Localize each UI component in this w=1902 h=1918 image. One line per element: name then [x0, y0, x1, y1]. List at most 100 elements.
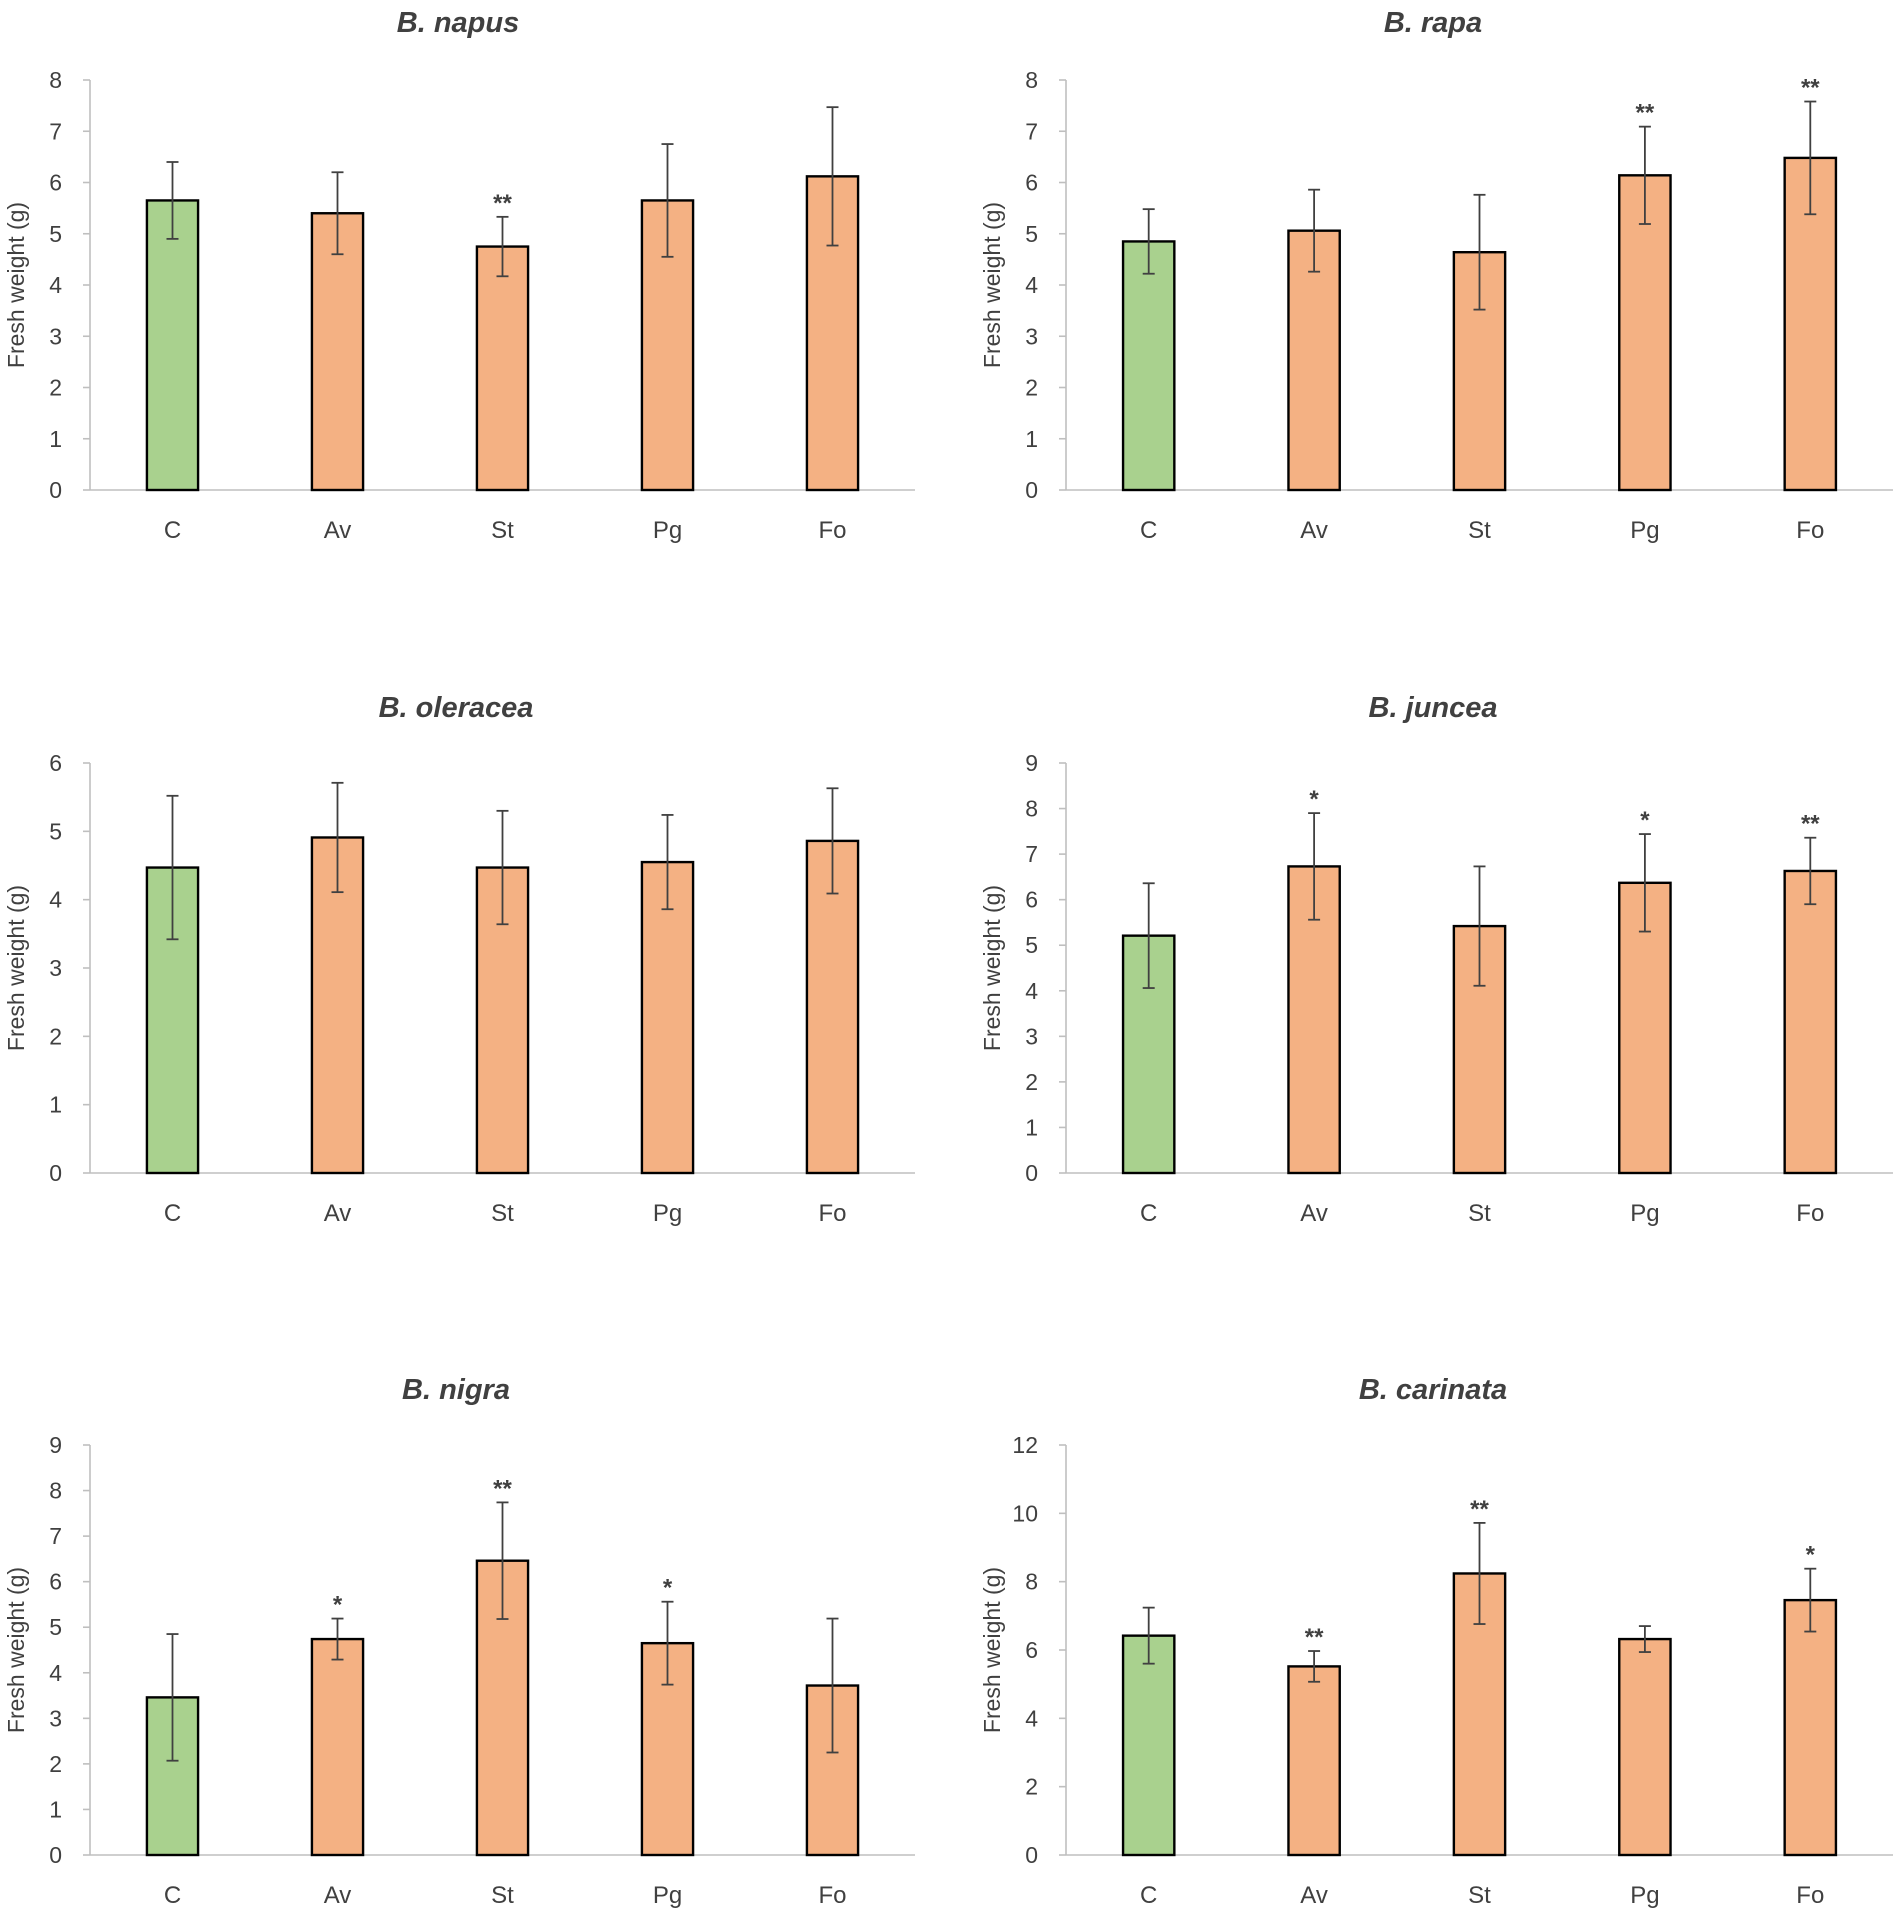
y-tick-label: 8	[1025, 67, 1038, 93]
y-tick-label: 7	[49, 1523, 62, 1549]
x-category-label: Fo	[818, 517, 846, 544]
y-tick-label: 2	[49, 375, 62, 401]
y-tick-label: 1	[49, 426, 62, 452]
y-tick-label: 1	[1025, 426, 1038, 452]
y-tick-label: 0	[1025, 1842, 1038, 1868]
significance-marker: *	[1309, 786, 1319, 813]
significance-marker: *	[663, 1575, 673, 1602]
y-tick-label: 5	[49, 818, 62, 844]
y-tick-label: 5	[1025, 932, 1038, 958]
significance-marker: **	[493, 190, 512, 217]
chart-title: B. oleracea	[379, 692, 534, 724]
x-category-label: C	[164, 1882, 181, 1909]
y-tick-label: 1	[1025, 1114, 1038, 1140]
bar-C	[145, 866, 200, 1175]
x-category-label: C	[1140, 1200, 1157, 1227]
y-tick-label: 3	[49, 955, 62, 981]
x-category-label: St	[1468, 1200, 1491, 1227]
x-category-label: C	[1140, 1882, 1157, 1909]
x-category-label: Pg	[1630, 517, 1659, 544]
y-tick-label: 4	[49, 887, 62, 913]
y-tick-label: 2	[1025, 1069, 1038, 1095]
x-category-label: Av	[1300, 1882, 1328, 1909]
x-category-label: Fo	[1796, 1200, 1824, 1227]
y-tick-label: 1	[49, 1796, 62, 1822]
x-category-label: C	[164, 517, 181, 544]
y-tick-label: 4	[1025, 978, 1038, 1004]
y-axis-title: Fresh weight (g)	[3, 885, 29, 1051]
y-tick-label: 2	[49, 1751, 62, 1777]
x-category-label: Av	[1300, 517, 1328, 544]
bar-C	[1121, 1634, 1176, 1857]
x-category-label: Av	[324, 1882, 352, 1909]
bar-Av	[310, 212, 365, 492]
y-tick-label: 10	[1012, 1500, 1038, 1526]
x-category-label: St	[1468, 1882, 1491, 1909]
bar-Av	[1287, 229, 1341, 492]
y-tick-label: 5	[49, 221, 62, 247]
x-category-label: Pg	[1630, 1200, 1659, 1227]
y-axis-title: Fresh weight (g)	[979, 202, 1005, 368]
significance-marker: **	[1470, 1496, 1489, 1523]
bar-Pg	[1618, 174, 1672, 492]
y-tick-label: 3	[49, 323, 62, 349]
y-tick-label: 1	[49, 1092, 62, 1118]
x-category-label: St	[491, 517, 514, 544]
chart-panel-3: B. oleracea Fresh weight (g) 0 1 2 3 4 5 6 C Av St P…	[3, 692, 915, 1227]
y-tick-label: 0	[49, 477, 62, 503]
chart-title: B. carinata	[1359, 1374, 1507, 1406]
y-tick-label: 7	[49, 118, 62, 144]
chart-title: B. juncea	[1369, 692, 1498, 724]
chart-title: B. rapa	[1384, 7, 1482, 39]
y-tick-label: 8	[1025, 796, 1038, 822]
x-category-label: Fo	[1796, 1882, 1824, 1909]
significance-marker: **	[493, 1475, 512, 1502]
y-tick-label: 5	[49, 1614, 62, 1640]
y-tick-label: 6	[1025, 887, 1038, 913]
x-category-label: Fo	[818, 1200, 846, 1227]
y-tick-label: 12	[1012, 1432, 1038, 1458]
x-category-label: Fo	[818, 1882, 846, 1909]
y-tick-label: 7	[1025, 841, 1038, 867]
y-axis-title: Fresh weight (g)	[979, 885, 1005, 1051]
bar-Av	[310, 1637, 365, 1857]
y-tick-label: 6	[49, 170, 62, 196]
y-tick-label: 4	[49, 272, 62, 298]
y-tick-label: 2	[1025, 375, 1038, 401]
x-category-label: Av	[324, 517, 352, 544]
bar-St	[475, 245, 530, 492]
chart-title: B. nigra	[402, 1374, 510, 1406]
y-tick-label: 3	[1025, 323, 1038, 349]
x-category-label: Av	[1300, 1200, 1328, 1227]
significance-marker: **	[1801, 75, 1820, 102]
y-tick-label: 9	[49, 1432, 62, 1458]
significance-marker: *	[1806, 1542, 1816, 1569]
y-tick-label: 6	[49, 1569, 62, 1595]
x-category-label: St	[491, 1200, 514, 1227]
chart-panel-4: B. juncea Fresh weight (g) 0 1 2 3 4 5 6 7 8 9 C * Av S…	[979, 692, 1893, 1227]
significance-marker: **	[1636, 100, 1655, 127]
significance-marker: *	[1640, 807, 1650, 834]
x-category-label: St	[491, 1882, 514, 1909]
bar-Av	[310, 836, 365, 1175]
y-tick-label: 0	[49, 1842, 62, 1868]
bar-C	[1121, 240, 1176, 492]
y-tick-label: 2	[49, 1023, 62, 1049]
x-category-label: Pg	[1630, 1882, 1659, 1909]
chart-panel-6: B. carinata Fresh weight (g) 0 2 4 6 8 10 12 C ** A…	[979, 1374, 1893, 1909]
bar-Fo	[1783, 1598, 1838, 1857]
y-tick-label: 6	[1025, 170, 1038, 196]
bar-Pg	[640, 1641, 695, 1857]
bar-Fo	[805, 839, 860, 1175]
y-tick-label: 6	[49, 750, 62, 776]
y-axis-title: Fresh weight (g)	[3, 1567, 29, 1733]
x-category-label: Fo	[1796, 517, 1824, 544]
bar-Av	[1287, 1665, 1341, 1857]
x-category-label: Pg	[653, 1200, 682, 1227]
y-tick-label: 0	[1025, 477, 1038, 503]
y-tick-label: 0	[49, 1160, 62, 1186]
chart-panel-1: B. napus Fresh weight (g) 0 1 2 3 4 5 6 7 8 C Av ** St…	[3, 7, 915, 544]
y-tick-label: 4	[1025, 1705, 1038, 1731]
y-tick-label: 4	[49, 1660, 62, 1686]
y-axis-title: Fresh weight (g)	[979, 1567, 1005, 1733]
